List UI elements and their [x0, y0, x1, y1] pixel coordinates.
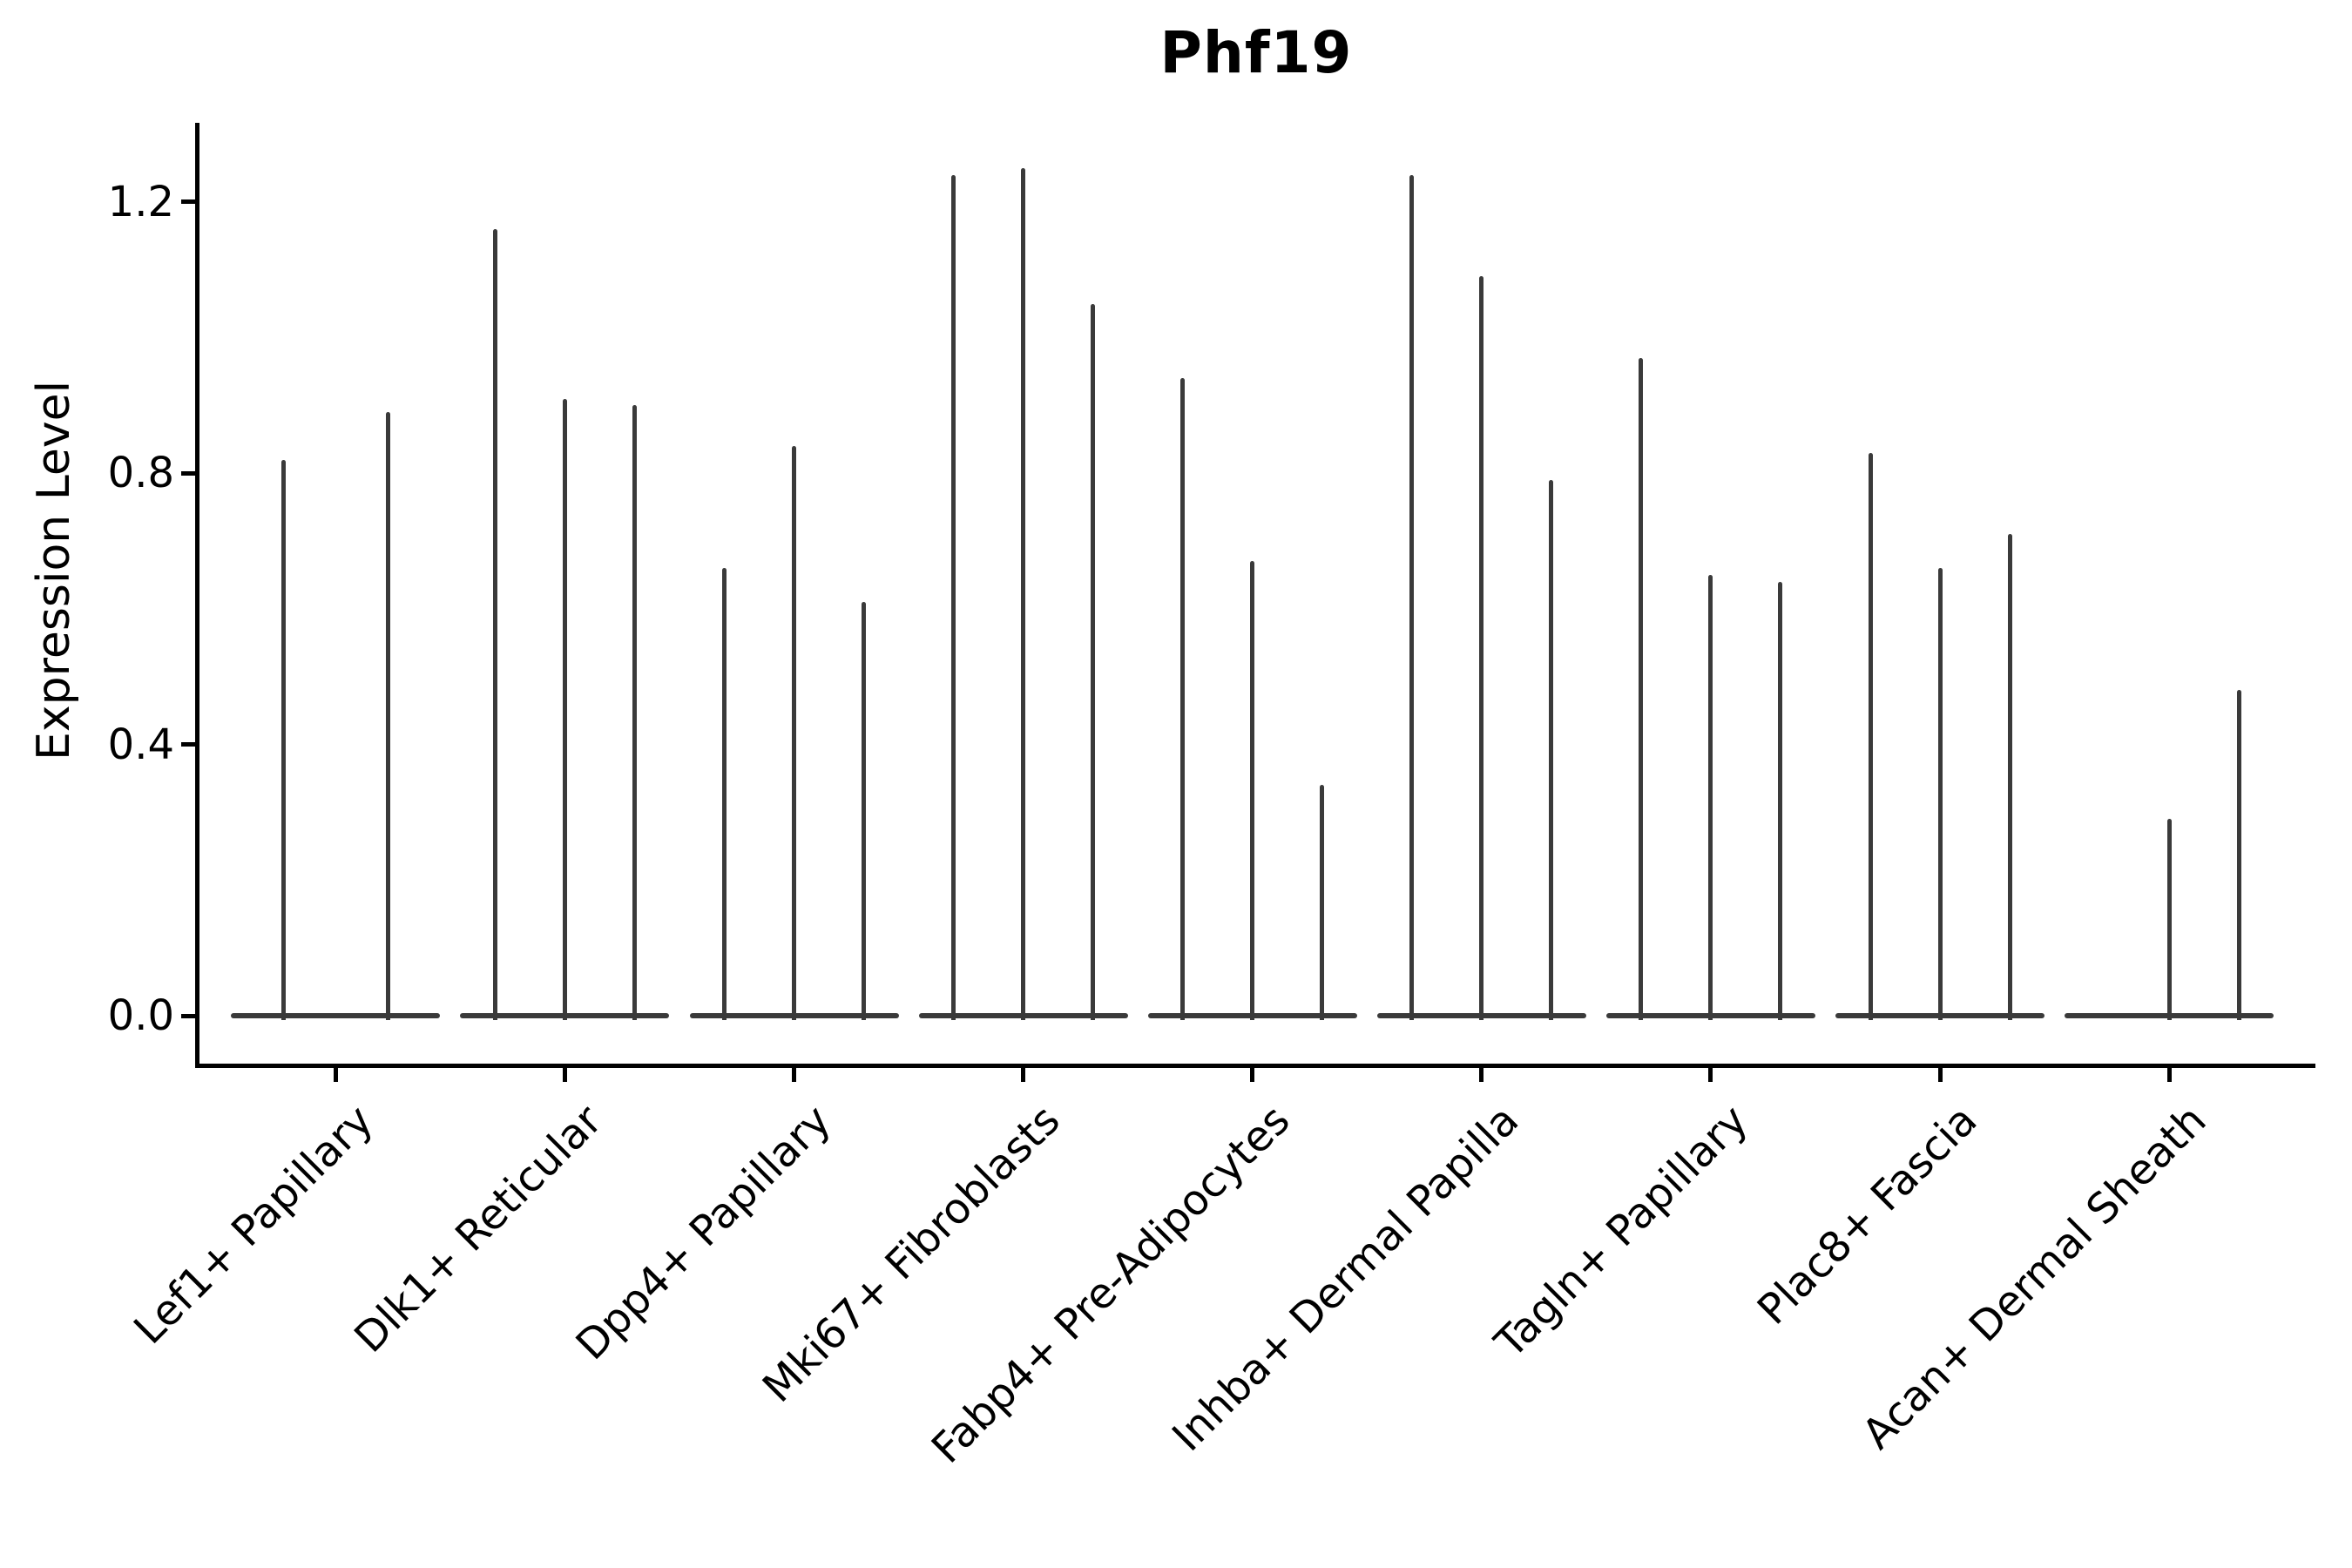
x-tick-label: Tagln+ Papillary [1485, 1096, 1758, 1368]
x-tick-mark [333, 1068, 338, 1082]
violin-spike [1091, 303, 1096, 1020]
violin-spike [951, 174, 956, 1020]
y-axis-label: Expression Level [28, 380, 80, 761]
violin-spike [492, 228, 497, 1020]
violin-spike [1250, 561, 1255, 1020]
x-axis-spine [195, 1064, 2315, 1068]
violin-spike [1868, 452, 1873, 1020]
x-tick-label: Lef1+ Papillary [124, 1096, 382, 1354]
x-tick-label: Dlk1+ Reticular [345, 1096, 612, 1362]
x-tick-label: Dpp4+ Papillary [567, 1096, 841, 1370]
x-tick-mark [562, 1068, 567, 1082]
y-tick-label: 0.4 [107, 720, 174, 769]
x-tick-label: Plac8+ Fascia [1748, 1096, 1987, 1335]
violin-spike [1937, 568, 1943, 1020]
x-tick-mark [792, 1068, 796, 1082]
violin-spike [385, 412, 390, 1020]
x-tick-mark [1479, 1068, 1484, 1082]
violin-spike [2166, 819, 2172, 1020]
violin-spike [1639, 357, 1644, 1020]
chart-title: Phf19 [1159, 19, 1353, 86]
violin-spike [632, 405, 637, 1020]
violin-baseline [231, 1013, 441, 1018]
violin-spike [280, 459, 286, 1020]
y-tick-mark [181, 470, 195, 476]
violin-spike [722, 568, 727, 1020]
x-tick-mark [1250, 1068, 1255, 1082]
y-tick-mark [181, 199, 195, 205]
violin-spike [1479, 276, 1484, 1020]
violin-spike [562, 398, 567, 1020]
violin-spike [2236, 690, 2241, 1020]
violin-spike [862, 602, 866, 1020]
violin-spike [1708, 574, 1713, 1020]
x-tick-mark [2166, 1068, 2172, 1082]
x-tick-mark [1708, 1068, 1713, 1082]
y-tick-mark [181, 1013, 195, 1018]
violin-spike [792, 446, 796, 1020]
y-axis-spine [195, 123, 199, 1068]
y-tick-mark [181, 742, 195, 747]
y-tick-label: 1.2 [107, 177, 174, 226]
violin-spike [1180, 378, 1186, 1020]
violin-spike [1021, 167, 1026, 1020]
violin-spike [2007, 534, 2012, 1020]
violin-spike [1549, 479, 1554, 1020]
y-tick-label: 0.8 [107, 449, 174, 498]
violin-spike [1320, 785, 1325, 1020]
y-tick-label: 0.0 [107, 991, 174, 1040]
x-tick-mark [1021, 1068, 1026, 1082]
violin-spike [1409, 174, 1415, 1020]
x-tick-mark [1937, 1068, 1943, 1082]
violin-spike [1778, 581, 1783, 1020]
